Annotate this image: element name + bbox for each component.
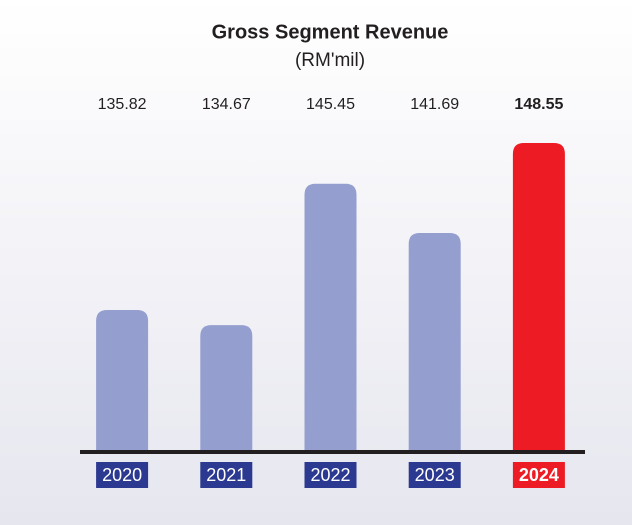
value-label: 135.82 bbox=[98, 96, 147, 113]
bar bbox=[512, 143, 565, 453]
x-label-box bbox=[512, 462, 565, 488]
chart-title: Gross Segment Revenue bbox=[212, 21, 449, 43]
x-tick-label: 2021 bbox=[206, 465, 246, 485]
x-tick-label: 2023 bbox=[415, 465, 455, 485]
chart-subtitle: (RM'mil) bbox=[295, 50, 365, 71]
bar bbox=[408, 233, 461, 452]
x-tick-label: 2024 bbox=[519, 465, 559, 485]
value-label: 134.67 bbox=[202, 96, 251, 113]
x-tick-label: 2020 bbox=[102, 465, 142, 485]
x-label-box bbox=[304, 462, 357, 488]
x-tick-label: 2022 bbox=[310, 465, 350, 485]
x-label-box bbox=[96, 462, 149, 488]
value-label: 148.55 bbox=[514, 96, 563, 113]
x-label-box bbox=[408, 462, 461, 488]
bar bbox=[200, 325, 253, 452]
bar bbox=[96, 310, 149, 452]
x-label-box bbox=[200, 462, 253, 488]
value-label: 145.45 bbox=[306, 96, 355, 113]
value-label: 141.69 bbox=[410, 96, 459, 113]
bar bbox=[304, 183, 357, 453]
